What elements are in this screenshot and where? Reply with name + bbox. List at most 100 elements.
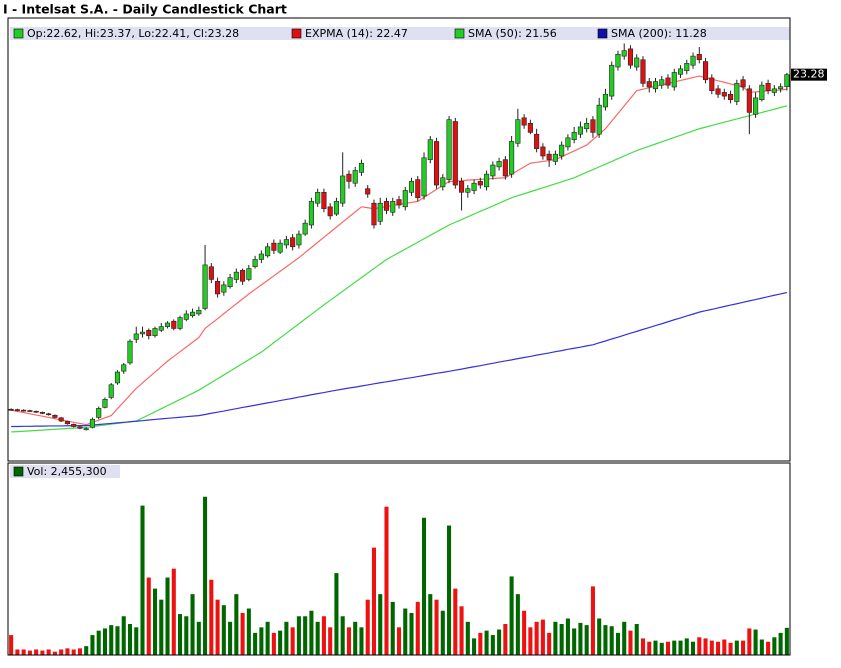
volume-bar [334, 573, 339, 655]
volume-bar [553, 621, 558, 655]
candle-body [77, 426, 83, 429]
candle-body [346, 173, 352, 182]
candle-body [183, 313, 189, 320]
volume-bar [90, 635, 95, 655]
candle-body [659, 79, 665, 86]
volume-bar [303, 616, 308, 655]
legend-label: SMA (50): 21.56 [468, 27, 557, 40]
indicator-line [11, 291, 788, 428]
volume-bar [540, 619, 545, 655]
volume-bar [609, 626, 614, 655]
volume-bar [622, 621, 627, 655]
volume-bar [159, 599, 164, 655]
legend-swatch [291, 28, 302, 39]
volume-bar [415, 601, 420, 655]
volume-bar [628, 630, 633, 655]
legend-label: EXPMA (14): 22.47 [305, 27, 408, 40]
candle-body [646, 81, 652, 88]
candle-body [433, 141, 440, 186]
candle-body [515, 119, 521, 144]
volume-bar [741, 640, 746, 655]
volume-bar [203, 496, 208, 655]
candle-body [196, 310, 202, 315]
volume-bar [478, 632, 483, 655]
volume-bar [747, 628, 752, 655]
candle-body [527, 123, 533, 133]
candle-body [440, 177, 446, 188]
volume-bar [115, 626, 120, 655]
volume-bar [565, 618, 570, 655]
volume-bar [497, 629, 502, 655]
volume-bar [71, 649, 76, 655]
volume-bar [371, 547, 377, 655]
candle-body [496, 161, 502, 168]
legend-swatch [13, 28, 24, 39]
volume-bar [290, 627, 295, 655]
candle-body [14, 409, 20, 411]
candle-body [734, 83, 740, 102]
candle-body [221, 284, 227, 293]
legend-swatch [454, 28, 465, 39]
candle-body [189, 311, 196, 317]
volume-bar [647, 641, 652, 655]
volume-bar [346, 627, 351, 655]
candle-body [465, 188, 471, 193]
candle-body [784, 74, 790, 87]
candle-body [371, 202, 377, 226]
price-frame [7, 17, 791, 462]
candle-body [565, 137, 571, 148]
candle-body [390, 201, 396, 213]
volume-bar [653, 640, 658, 655]
volume-bar [759, 639, 764, 655]
volume-bar [403, 608, 408, 655]
candle-body [202, 264, 208, 309]
volume-bar [672, 640, 677, 655]
volume-bar [228, 621, 233, 655]
candle-body [383, 201, 390, 211]
volume-bar [359, 627, 364, 655]
volume-bar [728, 642, 733, 655]
volume-bar [409, 612, 414, 655]
volume-legend-bar [10, 465, 120, 478]
candle-body [321, 191, 327, 209]
candle-body [571, 132, 577, 140]
candle-body [690, 55, 696, 66]
volume-bar [309, 610, 314, 655]
volume-bar [259, 627, 264, 655]
volume-bar [722, 639, 727, 655]
candle-body [315, 191, 321, 204]
marks-layer [8, 43, 790, 655]
candle-body [765, 83, 771, 91]
candle-body [746, 88, 752, 113]
volume-bar [716, 641, 721, 655]
volume-bar [77, 648, 82, 655]
candle-body [158, 326, 164, 331]
volume-bar [284, 621, 289, 655]
candle-body [33, 410, 39, 413]
volume-bar [634, 624, 639, 655]
volume-bar [46, 649, 51, 655]
volume-bar [640, 638, 646, 655]
candle-body [740, 79, 746, 88]
volume-bar [490, 635, 495, 655]
volume-bar [40, 650, 45, 655]
volume-bar [522, 610, 527, 655]
candle-body [121, 364, 127, 372]
volume-bar [459, 606, 464, 655]
candle-body [552, 153, 558, 162]
candle-body [677, 68, 684, 75]
candle-body [615, 54, 621, 68]
legend-label: SMA (200): 11.28 [611, 27, 707, 40]
volume-bar [246, 608, 251, 655]
candle-body [721, 92, 727, 97]
volume-bar [547, 632, 552, 655]
volume-bar [165, 577, 170, 655]
volume-bar [709, 640, 714, 655]
volume-bar [697, 637, 702, 655]
candle-body [208, 266, 214, 280]
volume-bar [772, 637, 777, 655]
volume-bar [121, 616, 126, 655]
candle-body [684, 63, 690, 71]
volume-bar [584, 625, 589, 655]
